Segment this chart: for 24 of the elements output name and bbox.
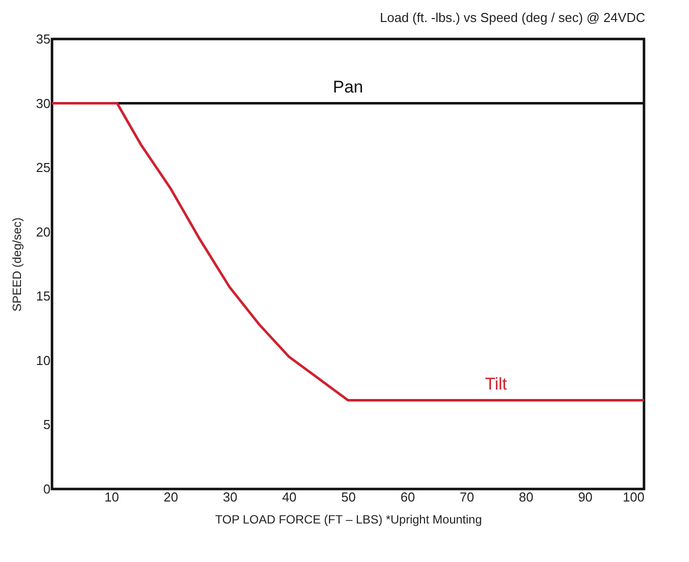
y-tick-label: 15 xyxy=(36,288,50,304)
y-tick-label: 30 xyxy=(36,96,50,111)
x-tick-label: 20 xyxy=(164,490,178,504)
x-tick-label: 70 xyxy=(460,490,474,504)
y-tick-label: 10 xyxy=(36,352,50,368)
x-tick-label: 40 xyxy=(282,490,297,504)
y-tick-label: 20 xyxy=(36,224,50,240)
y-axis-title: SPEED (deg/sec) xyxy=(10,217,24,312)
y-tick-label: 0 xyxy=(43,482,50,496)
series-label: Tilt xyxy=(484,374,508,394)
x-tick-label: 90 xyxy=(578,490,593,504)
line-series xyxy=(50,102,646,402)
x-tick-label: 100 xyxy=(622,490,644,504)
x-tick-label: 80 xyxy=(518,490,534,504)
x-tick-label: 50 xyxy=(341,490,356,504)
y-tick-label: 25 xyxy=(36,160,50,176)
y-tick-label: 5 xyxy=(43,417,50,432)
chart-title: Load (ft. -lbs.) vs Speed (deg / sec) @ 24VDC xyxy=(380,10,646,25)
x-tick-label: 10 xyxy=(104,490,119,504)
y-tick-label: 35 xyxy=(36,32,50,46)
x-tick-label: 30 xyxy=(222,490,238,504)
x-tick-label: 60 xyxy=(400,490,415,504)
series-label: Pan xyxy=(332,77,364,96)
x-axis-title: TOP LOAD FORCE (FT – LBS) *Upright Mounting xyxy=(215,512,482,526)
